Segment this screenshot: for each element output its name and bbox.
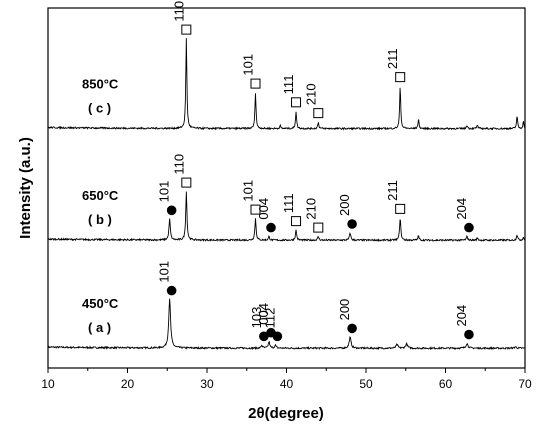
rutile-marker (313, 108, 324, 119)
peak-label: 210 (303, 83, 318, 105)
anatase-marker (347, 219, 357, 229)
peak-label: 110 (171, 1, 186, 22)
rutile-marker (181, 177, 192, 188)
rutile-marker (291, 97, 302, 108)
rutile-marker (313, 222, 324, 233)
x-tick-label: 50 (359, 377, 373, 391)
peak-label: 101 (157, 261, 172, 283)
series-tag: ( a ) (88, 320, 111, 335)
x-tick-label: 40 (280, 377, 294, 391)
peak-label: 101 (240, 180, 255, 202)
rutile-marker (181, 24, 192, 35)
series-line-0 (47, 298, 526, 351)
x-tick-label: 20 (121, 377, 135, 391)
peak-label: 210 (303, 198, 318, 220)
peak-label: 103 (249, 307, 264, 329)
peak-label: 204 (454, 305, 469, 327)
anatase-marker (166, 205, 177, 216)
rutile-marker (395, 203, 406, 214)
anatase-marker (272, 331, 283, 342)
series-labels: 450°C ( a ) 650°C ( b ) 850°C ( c ) (82, 77, 119, 336)
anatase-marker (464, 329, 474, 340)
peak-label: 101 (240, 54, 255, 76)
peak-label: 004 (256, 303, 271, 325)
peak-label: 111 (281, 193, 296, 213)
peak-label: 101 (157, 181, 172, 203)
x-axis-label: 2θ(degree) (248, 405, 324, 422)
x-tick-label: 60 (439, 377, 453, 391)
series-tag: ( c ) (88, 101, 111, 116)
rutile-marker (250, 78, 261, 89)
peak-label: 204 (454, 198, 469, 220)
x-tick-label: 30 (200, 377, 214, 391)
anatase-marker (259, 331, 269, 342)
series-tag: ( b ) (88, 212, 112, 227)
peak-label: 211 (385, 48, 400, 69)
rutile-marker (291, 216, 302, 227)
series-name: 450°C (82, 296, 119, 311)
series-name: 650°C (82, 188, 119, 203)
rutile-marker (395, 72, 406, 83)
series-line-1 (47, 191, 526, 243)
series-name: 850°C (82, 77, 119, 92)
x-axis-ticks: 10 20 30 40 50 60 70 (41, 368, 532, 391)
series-curves (47, 38, 526, 351)
anatase-marker (166, 285, 177, 296)
x-tick-label: 10 (41, 377, 55, 391)
peak-label: 004 (256, 198, 271, 220)
peak-label: 200 (337, 299, 352, 321)
anatase-marker (347, 323, 357, 334)
rutile-marker (250, 204, 261, 215)
peak-label: 200 (337, 194, 352, 216)
series-line-2 (47, 38, 526, 131)
x-tick-label: 70 (518, 377, 532, 391)
y-axis-label: Intensity (a.u.) (17, 137, 34, 239)
anatase-marker (266, 222, 276, 233)
anatase-marker (464, 222, 474, 233)
peak-label: 211 (385, 180, 400, 201)
peak-label: 112 (262, 308, 277, 329)
peak-label: 111 (281, 75, 296, 95)
peak-label: 110 (171, 154, 186, 175)
